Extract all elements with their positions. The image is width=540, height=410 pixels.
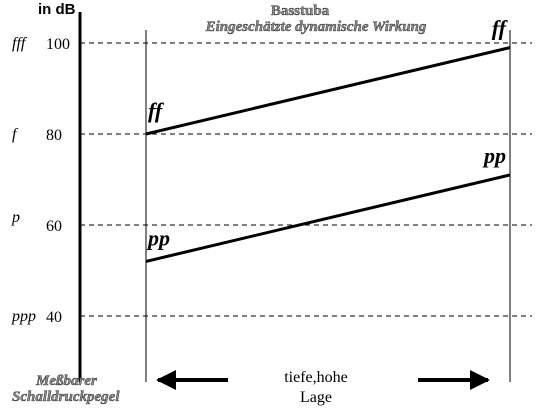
dynamic-label-f: f [12, 126, 19, 143]
dynamic-label-ppp: ppp [11, 308, 36, 325]
xlabel-line-2: Lage [300, 389, 332, 406]
ylabel-line-1: Meßbarer [35, 373, 97, 389]
xlabel-line-1: tiefe,hohe [284, 369, 348, 386]
series-line-ff [145, 46, 511, 136]
series-end-label-ff: ff [492, 16, 509, 41]
y-ticks: 100 fff 80 f 60 p 40 ppp [11, 35, 70, 326]
series: ff ff pp pp [145, 16, 511, 263]
chart-title: Basstuba [271, 3, 330, 19]
dynamic-label-p: p [11, 209, 20, 226]
unit-label: in dB [38, 1, 76, 18]
series-line-pp [145, 173, 511, 263]
chart-subtitle: Eingeschätzte dynamische Wirkung [205, 19, 427, 35]
gridlines [80, 42, 532, 317]
dynamic-label-fff: fff [12, 35, 28, 52]
tick-label-60: 60 [46, 218, 62, 235]
tick-label-100: 100 [46, 36, 70, 53]
series-start-label-pp: pp [146, 225, 170, 250]
ylabel-line-2: Schalldruckpegel [12, 389, 120, 405]
series-end-label-pp: pp [482, 143, 506, 168]
series-start-label-ff: ff [148, 98, 165, 123]
tick-label-40: 40 [46, 309, 62, 326]
tick-label-80: 80 [46, 127, 62, 144]
